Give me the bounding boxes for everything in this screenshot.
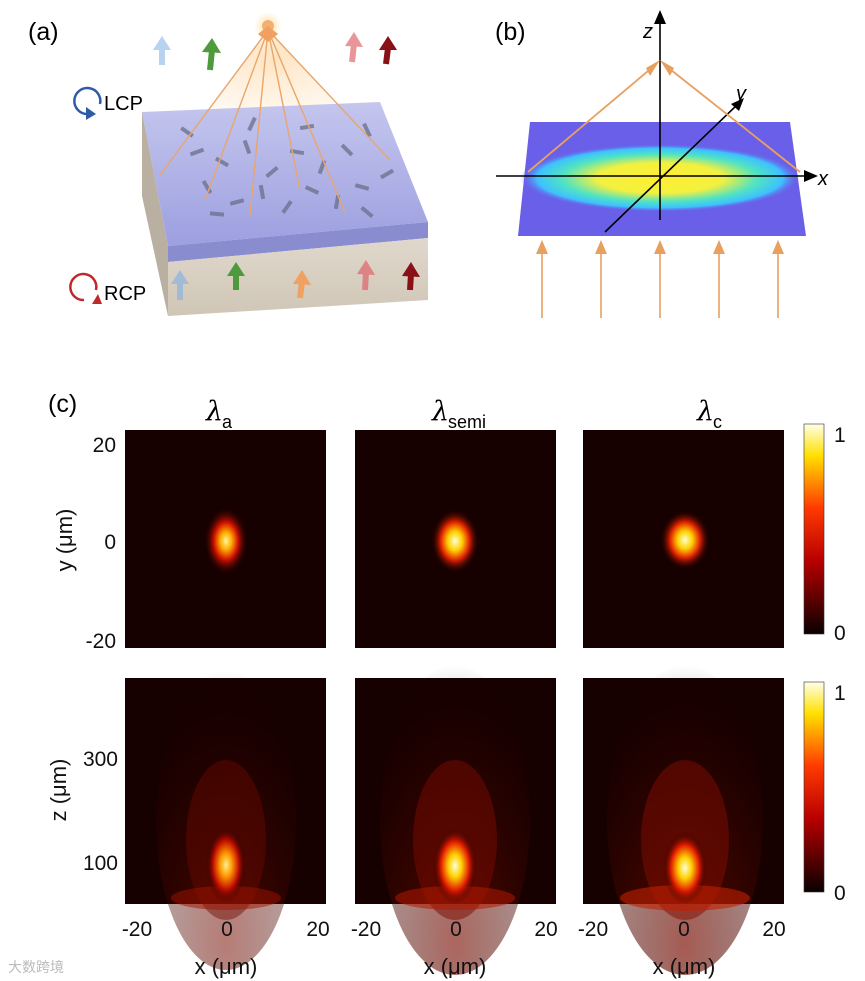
colorbar-top-max: 1 xyxy=(834,424,846,447)
xtick: 20 xyxy=(762,918,785,941)
arrow-green-lower-icon xyxy=(227,262,245,290)
incident-arrow-icon xyxy=(772,240,784,318)
watermark: 大数跨境 xyxy=(8,959,64,975)
ytick-top-minus20: -20 xyxy=(86,630,116,653)
xtick: -20 xyxy=(351,918,381,941)
xtick: -20 xyxy=(122,918,152,941)
heatmap-xz-c xyxy=(583,665,784,975)
panel-a: (a) xyxy=(28,12,428,316)
incident-arrow-icon xyxy=(595,240,607,318)
lambda-subscript: semi xyxy=(448,412,486,432)
rcp-circular-arrow-icon xyxy=(69,272,98,302)
arrow-orange-lower-icon xyxy=(293,270,311,299)
substrate-side xyxy=(142,112,168,316)
rcp-indicator: RCP xyxy=(69,272,146,305)
incident-arrow-icon xyxy=(536,240,548,318)
lambda-symbol: λ xyxy=(205,396,223,427)
x-axis-arrowhead-icon xyxy=(804,170,818,182)
ylabel-top: y (μm) xyxy=(52,509,77,572)
xlabel-col3: x (μm) xyxy=(653,954,716,979)
lambda-subscript: c xyxy=(713,412,722,432)
axis-z-label: z xyxy=(642,21,653,43)
incident-arrows xyxy=(171,260,420,300)
xtick: 0 xyxy=(221,918,233,941)
panel-b: (b) z y x xyxy=(495,10,829,318)
xtick: 0 xyxy=(678,918,690,941)
lcp-label: LCP xyxy=(104,93,143,115)
z-axis-arrowhead-icon xyxy=(654,10,666,24)
lcp-circular-arrow-icon xyxy=(73,86,102,116)
colorbar-bottom-max: 1 xyxy=(834,682,846,705)
coordinate-axes xyxy=(496,20,806,233)
heatmap-xy-c xyxy=(583,430,784,648)
panel-c-letter: (c) xyxy=(48,390,77,418)
ytick-bottom-100: 100 xyxy=(83,852,118,875)
arrow-green-icon xyxy=(202,38,221,71)
colorbar-bottom xyxy=(803,681,825,893)
arrow-blue-icon xyxy=(153,36,171,65)
metasurface-edge xyxy=(168,222,428,262)
lambda-subscript: a xyxy=(222,412,233,432)
focusing-rays xyxy=(159,29,391,216)
lcp-indicator: LCP xyxy=(73,86,143,120)
xtick: 20 xyxy=(534,918,557,941)
colorbar-top-min: 0 xyxy=(834,622,846,645)
lambda-symbol: λ xyxy=(431,396,449,427)
ytick-bottom-300: 300 xyxy=(83,748,118,771)
ytick-top-20: 20 xyxy=(93,434,116,457)
panel-a-letter: (a) xyxy=(28,18,59,46)
arrow-blue-lower-icon xyxy=(171,270,189,300)
right-ray-arrowhead-icon xyxy=(660,60,674,76)
y-axis-arrowhead-icon xyxy=(731,98,744,111)
xticks-col3: -20 0 20 xyxy=(578,918,786,941)
arrow-darkred-lower-icon xyxy=(402,262,420,291)
focus-arrowhead-icon xyxy=(258,26,278,42)
focus-rays xyxy=(527,65,801,173)
xtick: -20 xyxy=(578,918,608,941)
heatmap-xz-semi xyxy=(355,665,556,975)
lambda-symbol: λ xyxy=(696,396,714,427)
axis-x-label: x xyxy=(817,168,829,190)
xtick: 0 xyxy=(450,918,462,941)
arrow-darkred-icon xyxy=(379,36,397,65)
transmitted-arrows xyxy=(153,32,397,71)
xlabel-col1: x (μm) xyxy=(195,954,258,979)
ytick-top-0: 0 xyxy=(104,531,116,554)
axis-y-label: y xyxy=(734,83,747,105)
heatmap-xz-a xyxy=(125,670,326,970)
column-header-2: λ semi xyxy=(431,396,486,432)
heatmap-xy-semi xyxy=(355,430,556,648)
xtick: 20 xyxy=(306,918,329,941)
arrow-pink-lower-icon xyxy=(357,260,375,291)
panel-c: (c) λ a λ semi λ c y (μm) 20 0 xyxy=(46,390,846,979)
xticks-col2: -20 0 20 xyxy=(351,918,558,941)
nanostructure-bars xyxy=(180,116,395,219)
xticks-col1: -20 0 20 xyxy=(122,918,330,941)
panel-b-letter: (b) xyxy=(495,18,526,46)
colorbar-top xyxy=(803,423,825,635)
metasurface-top xyxy=(142,102,428,246)
xlabel-col2: x (μm) xyxy=(424,954,487,979)
incident-arrow-icon xyxy=(713,240,725,318)
ylabel-bottom: z (μm) xyxy=(46,759,71,822)
left-ray-arrowhead-icon xyxy=(646,60,660,76)
rcp-label: RCP xyxy=(104,283,146,305)
arrow-pink-icon xyxy=(345,32,363,63)
column-header-3: λ c xyxy=(696,396,722,432)
column-header-1: λ a xyxy=(205,396,233,432)
incident-beam-arrows xyxy=(536,240,784,318)
incident-arrow-icon xyxy=(654,240,666,318)
heatmap-xy-a xyxy=(125,430,326,648)
colorbar-bottom-min: 0 xyxy=(834,882,846,905)
